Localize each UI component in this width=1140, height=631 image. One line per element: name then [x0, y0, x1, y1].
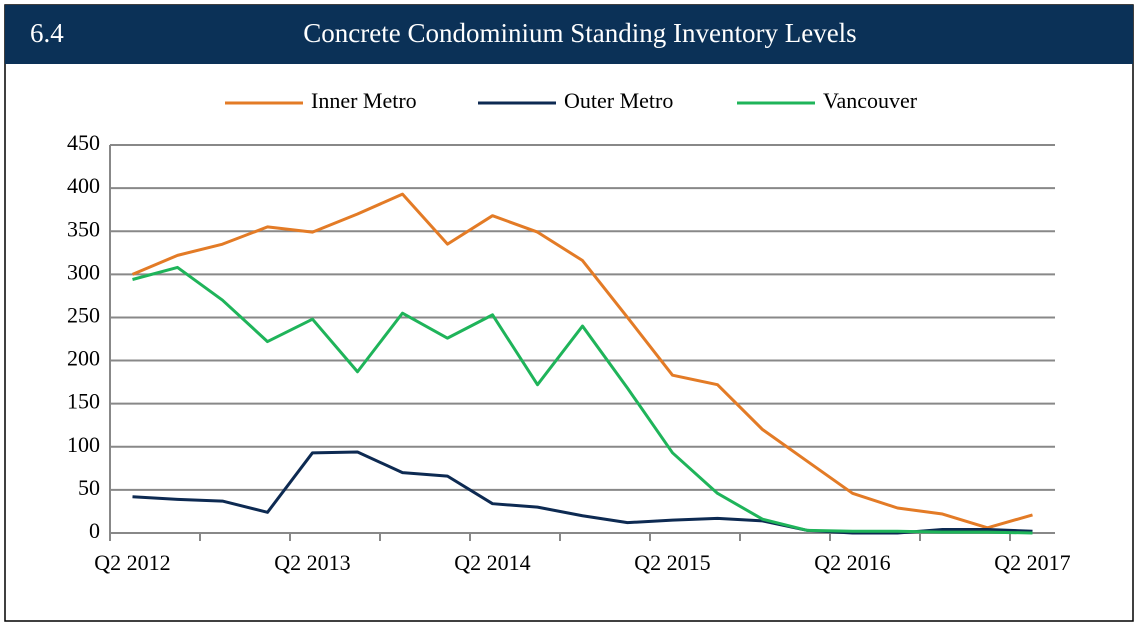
- x-tick-label: Q2 2016: [814, 550, 890, 575]
- legend-label: Vancouver: [823, 88, 918, 113]
- x-tick-label: Q2 2017: [994, 550, 1070, 575]
- frame: [4, 4, 1134, 622]
- y-tick-label: 50: [78, 475, 100, 500]
- y-tick-label: 400: [67, 173, 100, 198]
- y-tick-label: 200: [67, 346, 100, 371]
- y-tick-label: 100: [67, 432, 100, 457]
- y-tick-label: 300: [67, 259, 100, 284]
- chart-title: Concrete Condominium Standing Inventory …: [303, 18, 856, 48]
- y-tick-label: 250: [67, 302, 100, 327]
- series-line: [132, 450, 1033, 535]
- y-tick-label: 450: [67, 130, 100, 155]
- figure-number: 6.4: [30, 18, 64, 48]
- legend-label: Outer Metro: [564, 88, 673, 113]
- header-bar: [5, 5, 1133, 64]
- x-tick-label: Q2 2013: [274, 550, 350, 575]
- legend-label: Inner Metro: [311, 88, 417, 113]
- series-line: [132, 265, 1033, 535]
- y-tick-label: 0: [89, 518, 100, 543]
- x-tick-label: Q2 2014: [454, 550, 530, 575]
- x-tick-label: Q2 2015: [634, 550, 710, 575]
- y-tick-label: 150: [67, 389, 100, 414]
- y-tick-label: 350: [67, 216, 100, 241]
- x-tick-label: Q2 2012: [94, 550, 170, 575]
- series-line: [131, 192, 1033, 530]
